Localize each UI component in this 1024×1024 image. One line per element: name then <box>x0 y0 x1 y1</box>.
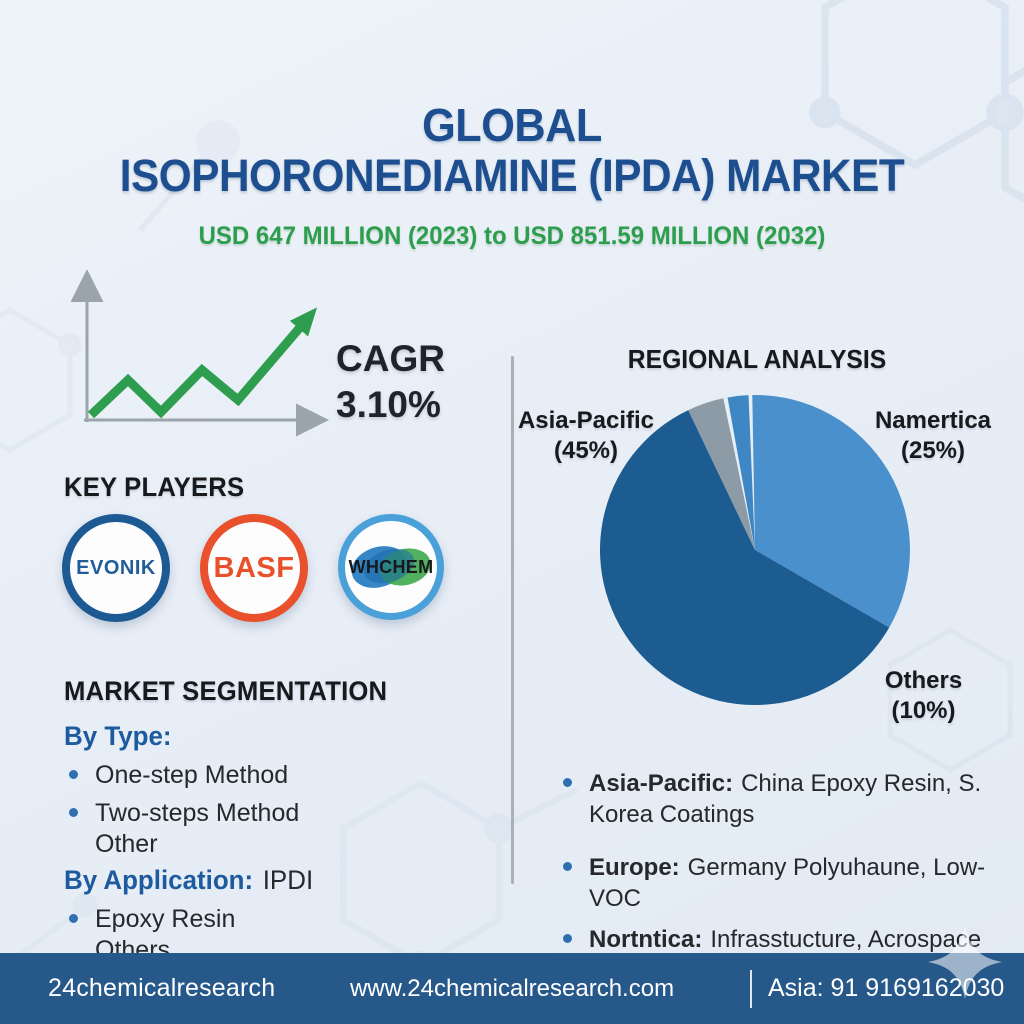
evonik-logo: EVONIK <box>62 514 170 622</box>
bullet-bold: Asia-Pacific: <box>589 770 734 797</box>
footer-bar: 24chemicalresearch www.24chemicalresearc… <box>0 953 1024 1024</box>
bullet-dot <box>69 770 78 779</box>
market-segmentation-section: MARKET SEGMENTATION By Type: One-step Me… <box>64 676 484 965</box>
bullet-dot <box>69 914 78 923</box>
pie-slice-others <box>727 395 755 550</box>
pie-label-pct: (45%) <box>553 437 619 464</box>
key-players-logos: EVONIK BASF WHCHEM <box>62 514 444 622</box>
type-item-2: Two-steps Method <box>95 799 300 827</box>
basf-logo: BASF <box>200 514 308 622</box>
main-title-line1: GLOBAL <box>422 99 602 151</box>
pie-label-name: Namertica <box>874 407 992 434</box>
bullet-dot <box>69 808 78 817</box>
bullet-dot <box>563 778 572 787</box>
footer-website: www.24chemicalresearch.com <box>349 974 675 1002</box>
whchem-swirl-icon <box>351 546 431 588</box>
list-item: Nortntica: Infrasstucture, Acrospace <box>558 924 998 955</box>
list-item: Two-steps Method <box>64 799 484 828</box>
pie-slice-asia-pacific <box>599 410 890 706</box>
footer-brand: 24chemicalresearch <box>48 974 276 1002</box>
market-value-subtitle: USD 647 MILLION (2023) to USD 851.59 MIL… <box>198 222 826 250</box>
trend-line <box>87 307 318 419</box>
pie-label-namerica: Namertica (25%) <box>852 406 1014 466</box>
list-item: Asia-Pacific: China Epoxy Resin, S. Korea… <box>558 768 998 830</box>
by-type-label: By Type: <box>64 721 172 751</box>
whchem-logo: WHCHEM <box>338 514 444 620</box>
column-divider <box>511 356 514 884</box>
bullet-dot <box>563 862 572 871</box>
cagr-value: 3.10% <box>336 384 441 425</box>
basf-logo-text: BASF <box>213 551 295 584</box>
type-sub-item: Other <box>95 830 158 858</box>
by-application-line: By Application: IPDI <box>64 865 467 896</box>
evonik-logo-text: EVONIK <box>76 556 156 579</box>
pie-label-pct: (10%) <box>891 697 956 724</box>
bullet-text: Germany Polyuhaune, Low-VOC <box>589 854 986 912</box>
growth-trend-chart <box>70 270 329 437</box>
application-item-1: Epoxy Resin <box>95 905 236 933</box>
regional-bullet-1: Asia-Pacific: China Epoxy Resin, S. Korea… <box>589 768 998 830</box>
segmentation-heading: MARKET SEGMENTATION <box>64 676 388 706</box>
by-application-inline-value: IPDI <box>262 865 314 895</box>
footer-divider-bar <box>750 969 752 1008</box>
pie-slice-unlabeled-gray <box>688 398 755 550</box>
cagr-label: CAGR <box>336 338 445 379</box>
sparkle-diamond-icon <box>928 925 1002 999</box>
pie-label-name: Asia-Pacific <box>517 407 655 434</box>
bullet-text: Infrasstucture, Acrospace <box>710 926 982 953</box>
bullet-bold: Nortntica: <box>589 926 703 953</box>
regional-bullet-3: Nortntica: Infrasstucture, Acrospace <box>589 924 981 955</box>
type-item-1: One-step Method <box>95 761 289 789</box>
bullet-bold: Europe: <box>589 854 680 881</box>
list-item: Europe: Germany Polyuhaune, Low-VOC <box>558 852 998 914</box>
pie-chart <box>599 394 910 706</box>
regional-bullet-2: Europe: Germany Polyuhaune, Low-VOC <box>589 852 998 914</box>
pie-slice-namertica <box>752 394 910 628</box>
bullet-text: China Epoxy Resin, S. Korea Coatings <box>589 770 982 828</box>
regional-analysis-heading: REGIONAL ANALYSIS <box>627 344 887 374</box>
list-item: Epoxy Resin <box>64 905 484 934</box>
regional-bullets: Asia-Pacific: China Epoxy Resin, S. Korea… <box>558 758 998 955</box>
key-players-heading: KEY PLAYERS <box>64 472 245 502</box>
pie-label-asia-pacific: Asia-Pacific (45%) <box>505 406 667 466</box>
list-item: Other <box>95 830 484 859</box>
cagr-block: CAGR 3.10% <box>336 336 445 428</box>
list-item: One-step Method <box>64 761 484 790</box>
pie-label-name: Others <box>884 667 963 694</box>
bullet-dot <box>563 934 572 943</box>
main-title-line2: ISOPHORONEDIAMINE (IPDA) MARKET <box>119 150 905 201</box>
pie-label-others: Others (10%) <box>856 666 991 726</box>
whchem-logo-text: WHCHEM <box>348 556 434 577</box>
by-application-label: By Application: <box>64 865 254 895</box>
pie-label-pct: (25%) <box>900 437 966 464</box>
